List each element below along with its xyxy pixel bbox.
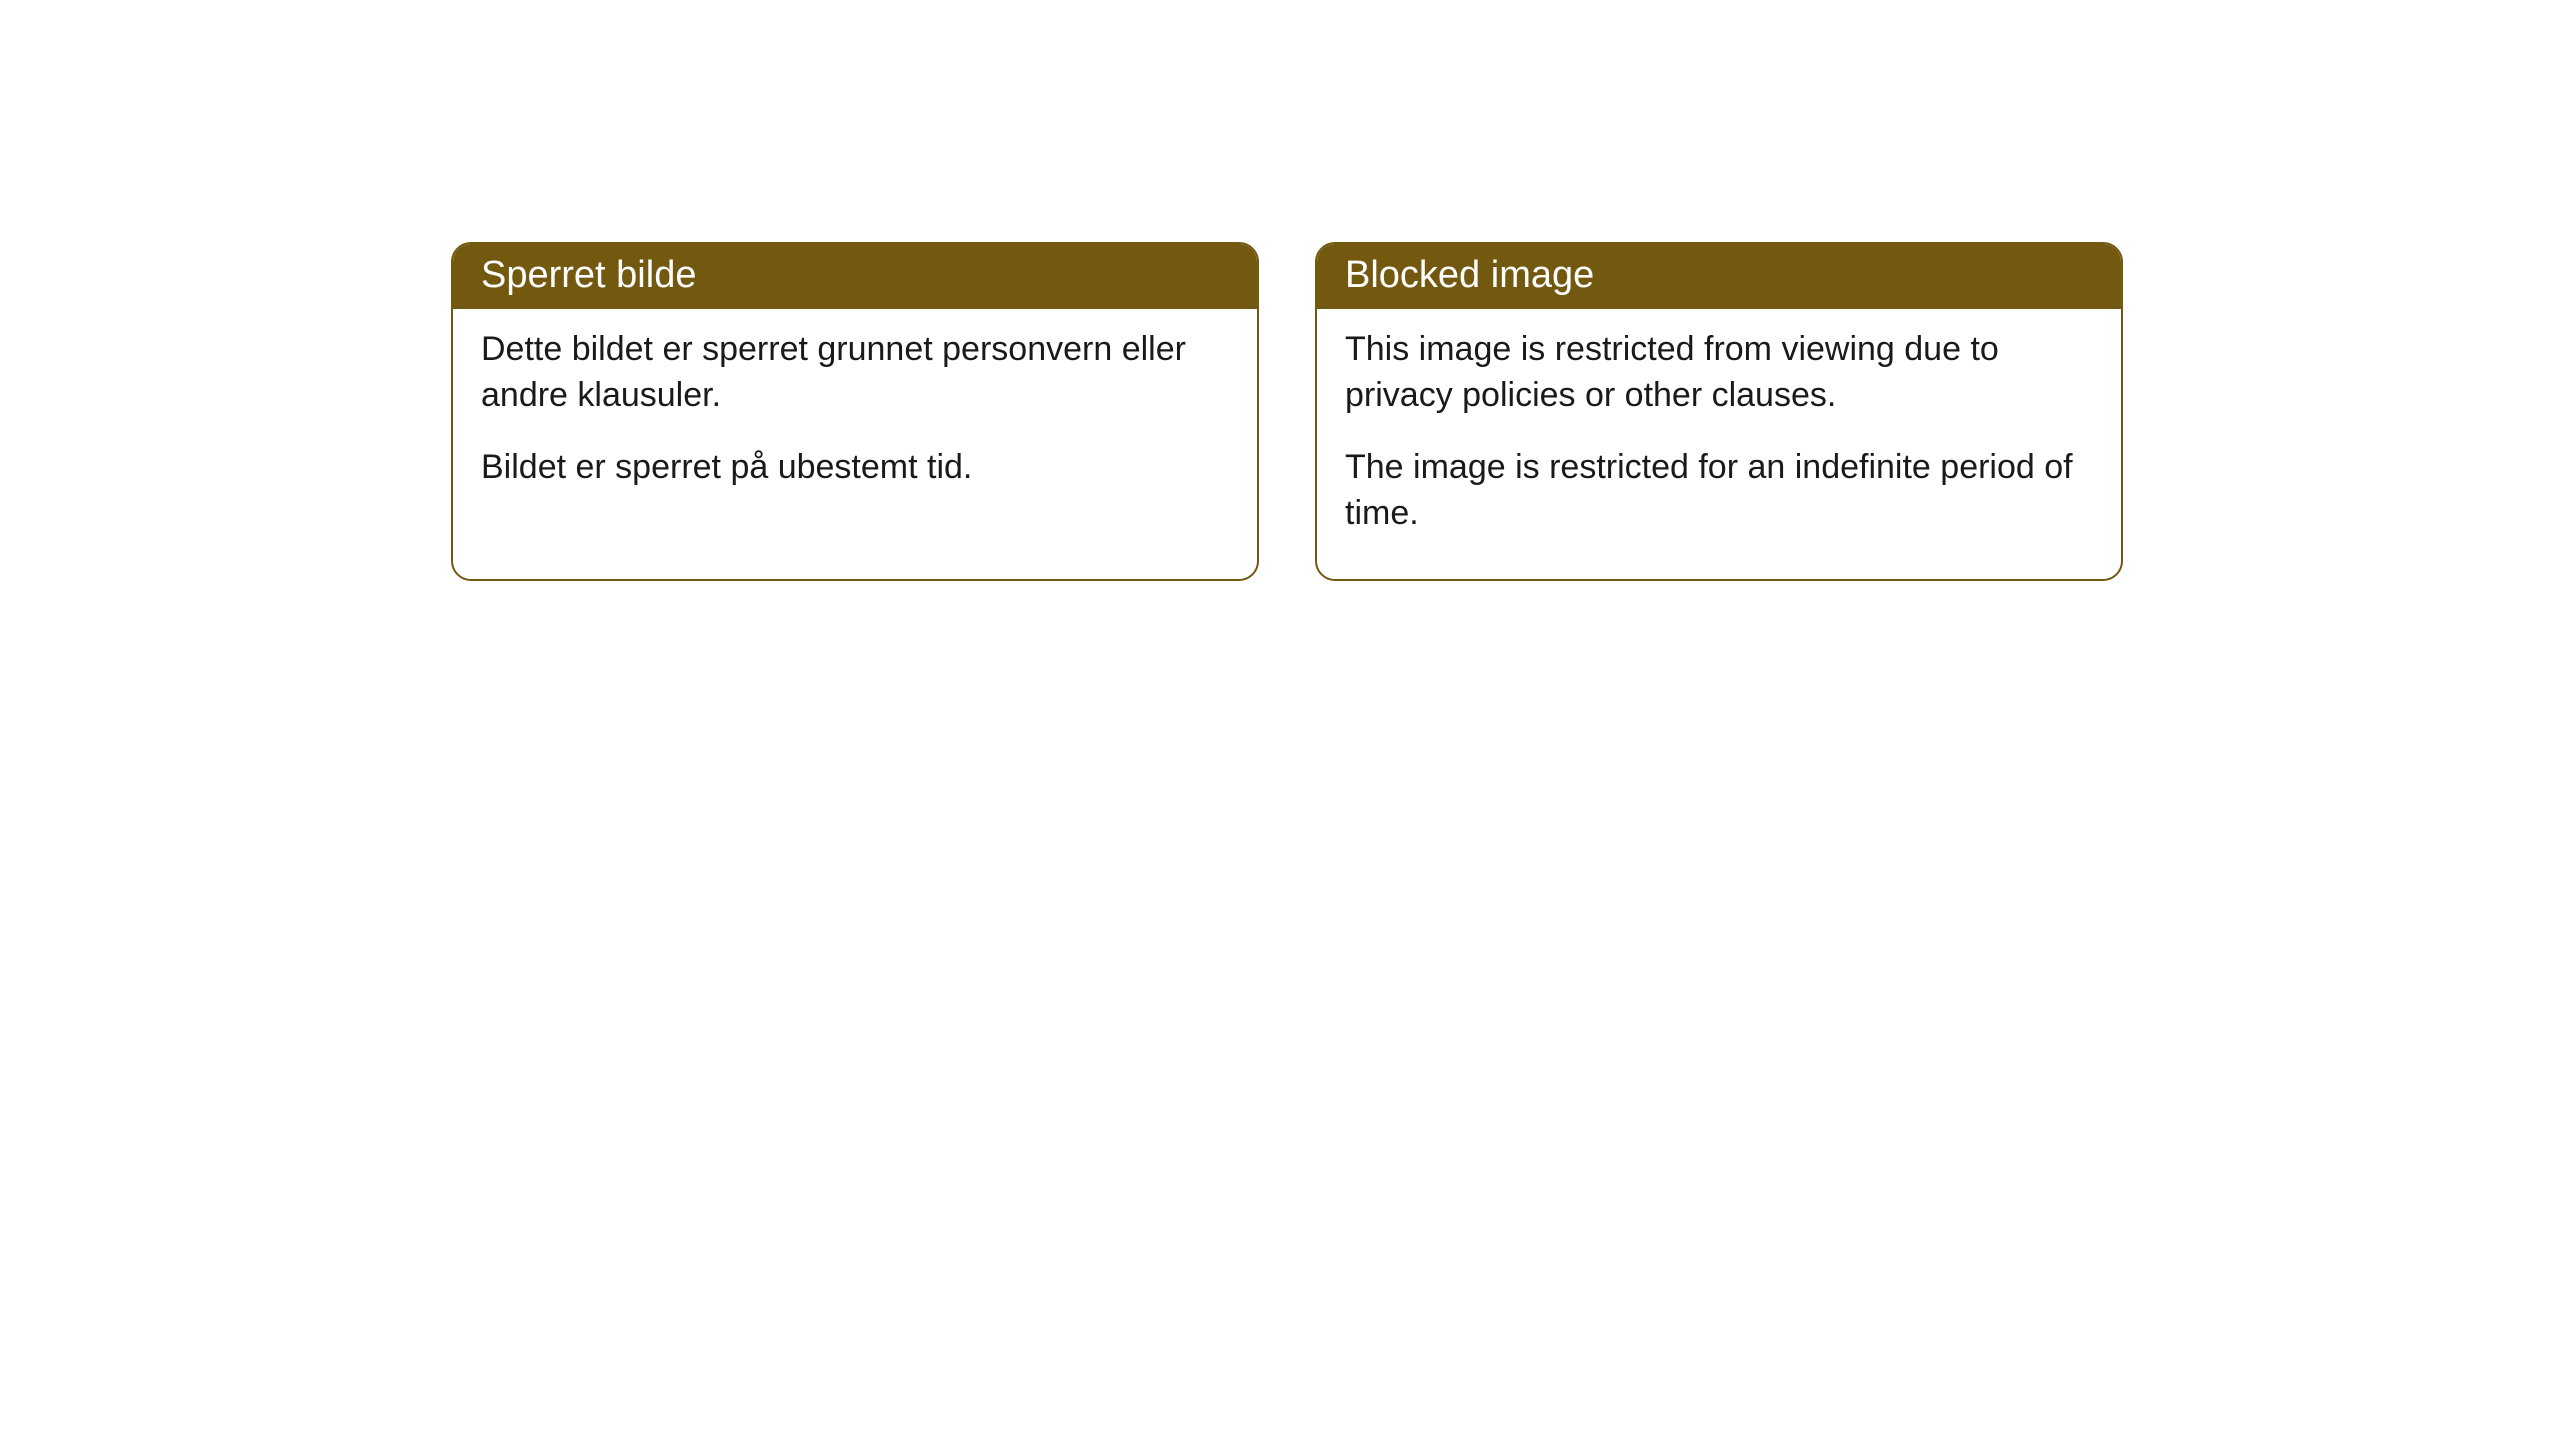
card-norwegian: Sperret bilde Dette bildet er sperret gr… (451, 242, 1259, 581)
card-paragraph: This image is restricted from viewing du… (1345, 327, 2093, 419)
card-body-english: This image is restricted from viewing du… (1317, 309, 2121, 579)
card-paragraph: The image is restricted for an indefinit… (1345, 445, 2093, 537)
card-header-english: Blocked image (1317, 244, 2121, 309)
cards-container: Sperret bilde Dette bildet er sperret gr… (0, 0, 2560, 581)
card-header-norwegian: Sperret bilde (453, 244, 1257, 309)
card-body-norwegian: Dette bildet er sperret grunnet personve… (453, 309, 1257, 533)
card-paragraph: Dette bildet er sperret grunnet personve… (481, 327, 1229, 419)
card-english: Blocked image This image is restricted f… (1315, 242, 2123, 581)
card-paragraph: Bildet er sperret på ubestemt tid. (481, 445, 1229, 491)
